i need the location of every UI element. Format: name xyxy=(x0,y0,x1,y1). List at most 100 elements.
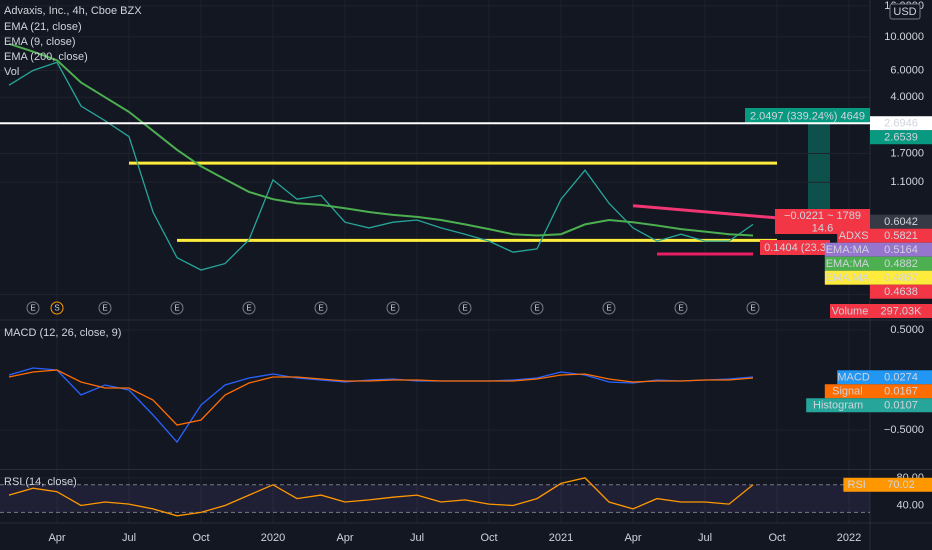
measure-area xyxy=(808,123,830,231)
event-label: E xyxy=(30,304,35,313)
rsi-band xyxy=(0,484,870,513)
price-tag-label-box xyxy=(824,270,870,285)
event-icon xyxy=(386,301,400,315)
x-tick-label: Apr xyxy=(336,532,353,544)
y-tick-label: 40.00 xyxy=(896,499,924,511)
event-icon xyxy=(314,301,328,315)
price-tag xyxy=(870,228,932,243)
price-tag xyxy=(870,116,932,131)
price-tag xyxy=(870,284,932,299)
price-tag xyxy=(870,130,932,145)
x-tick-label: Oct xyxy=(768,532,785,544)
x-tick-label: Apr xyxy=(48,532,65,544)
price-tag-label-box xyxy=(843,477,870,492)
price-tag-label-box xyxy=(824,384,870,399)
price-tag xyxy=(870,256,932,271)
volume-label: Volume xyxy=(832,305,869,317)
pane-title: Advaxis, Inc., 4h, Cboe BZX xyxy=(4,5,142,17)
event-label: E xyxy=(174,304,179,313)
series-line xyxy=(8,369,754,426)
price-tag-label-box xyxy=(806,398,870,413)
x-tick-label: Jul xyxy=(698,532,712,544)
price-tag-value: 0.0107 xyxy=(884,400,918,412)
pane-title: MACD (12, 26, close, 9) xyxy=(4,327,121,339)
event-icon xyxy=(602,301,616,315)
x-tick-label: Oct xyxy=(192,532,209,544)
x-tick-label: Jul xyxy=(122,532,136,544)
price-tag-value: 0.5821 xyxy=(884,230,918,242)
volume-value: 297.03K xyxy=(881,305,923,317)
event-icon xyxy=(530,301,544,315)
event-label: E xyxy=(678,304,683,313)
y-tick-label: 0.5000 xyxy=(890,324,924,336)
y-tick-label: 6.0000 xyxy=(890,64,924,76)
indicator-label: EMA (200, close) xyxy=(4,51,88,63)
currency-box xyxy=(889,3,921,20)
event-icon xyxy=(746,301,760,315)
price-tag xyxy=(870,370,932,385)
measure-text: 14.6 xyxy=(812,222,833,234)
currency: USD xyxy=(893,6,916,18)
price-tag xyxy=(870,214,932,229)
y-tick-label: 4.0000 xyxy=(890,91,924,103)
event-label: E xyxy=(102,304,107,313)
price-tag xyxy=(870,398,932,413)
x-tick-label: 2020 xyxy=(261,532,285,544)
measure-text: 2.0497 (339.24%) 4649 xyxy=(750,110,865,122)
price-tag-value: 0.4857 xyxy=(884,272,918,284)
series-line xyxy=(8,477,754,517)
price-tag-value: 0.6042 xyxy=(884,216,918,228)
event-icon xyxy=(98,301,112,315)
price-tag-value: 0.5164 xyxy=(884,244,918,256)
pane-title: RSI (14, close) xyxy=(4,476,77,488)
event-icon xyxy=(26,301,40,315)
event-label: E xyxy=(390,304,395,313)
price-tag-label-box xyxy=(837,228,870,243)
y-tick-label: 10.0000 xyxy=(884,31,924,43)
indicator-label: Vol xyxy=(4,66,19,78)
measure-text: 0.1404 (23.3 xyxy=(764,242,826,254)
event-icon xyxy=(170,301,184,315)
y-tick-label: −0.5000 xyxy=(884,424,924,436)
series-line xyxy=(8,42,754,237)
x-tick-label: Apr xyxy=(624,532,641,544)
price-tag-label: EMA:MA xyxy=(826,272,870,284)
indicator-label: EMA (9, close) xyxy=(4,36,76,48)
measure-text: −0.0221 ~ 1789 xyxy=(784,210,861,222)
price-tag-value: 2.6539 xyxy=(884,132,918,144)
y-tick-label: 1.7000 xyxy=(890,147,924,159)
price-tag xyxy=(870,477,932,492)
price-tag-label: ADXS xyxy=(839,230,869,242)
event-icon xyxy=(458,301,472,315)
series-line xyxy=(8,61,754,271)
price-tag-value: 0.0167 xyxy=(884,386,918,398)
event-label: E xyxy=(318,304,323,313)
price-tag-label: Signal xyxy=(832,386,863,398)
price-tag-label: RSI xyxy=(848,479,866,491)
series-line xyxy=(8,367,754,444)
price-tag-value: 2.6946 xyxy=(884,118,918,130)
x-tick-label: 2022 xyxy=(837,532,861,544)
price-tag-value: 0.4638 xyxy=(884,286,918,298)
price-tag-value: 0.4882 xyxy=(884,258,918,270)
price-tag-label-box xyxy=(824,256,870,271)
event-label: E xyxy=(750,304,755,313)
volume-tag xyxy=(870,304,932,318)
price-tag-label: Histogram xyxy=(813,400,863,412)
price-tag-label-box xyxy=(837,370,870,385)
price-tag-label: EMA:MA xyxy=(826,258,870,270)
y-tick-label: 1.1000 xyxy=(890,176,924,188)
price-tag-value: 0.0274 xyxy=(884,372,918,384)
measure-box xyxy=(775,209,870,222)
event-label: E xyxy=(534,304,539,313)
event-label: E xyxy=(246,304,251,313)
x-tick-label: Jul xyxy=(410,532,424,544)
price-tag xyxy=(870,270,932,285)
price-tag-label-box xyxy=(824,242,870,257)
measure-box xyxy=(760,240,830,255)
x-tick-label: Oct xyxy=(480,532,497,544)
price-tag-label: MACD xyxy=(837,372,869,384)
